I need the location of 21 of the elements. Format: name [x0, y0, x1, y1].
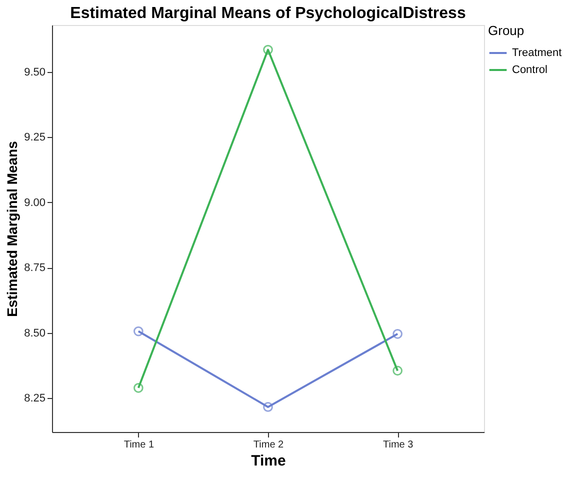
y-tick-label: 9.00: [24, 196, 46, 209]
x-tick-label: Time 1: [124, 440, 154, 450]
point: [263, 402, 273, 412]
legend-label: Treatment: [512, 47, 562, 59]
y-axis-title: Estimated Marginal Means: [4, 140, 20, 317]
y-tick-label: 8.50: [24, 327, 46, 340]
y-tick-label: 9.50: [24, 66, 46, 78]
point: [263, 44, 273, 55]
y-tick-label: 9.25: [24, 132, 46, 144]
x-tick-label: Time 2: [253, 440, 284, 450]
x-axis-title: Time: [251, 452, 286, 470]
y-tick-label: 8.25: [24, 392, 46, 405]
chart-title: Estimated Marginal Means of PsychologicalDistress: [70, 5, 466, 22]
point: [392, 328, 403, 339]
x-tick-label: Time 3: [382, 440, 414, 450]
legend-title: Group: [488, 23, 524, 38]
legend-label: Control: [512, 64, 548, 76]
point: [133, 326, 144, 336]
point: [392, 366, 403, 376]
point: [133, 382, 144, 393]
y-tick-label: 8.75: [24, 262, 46, 274]
